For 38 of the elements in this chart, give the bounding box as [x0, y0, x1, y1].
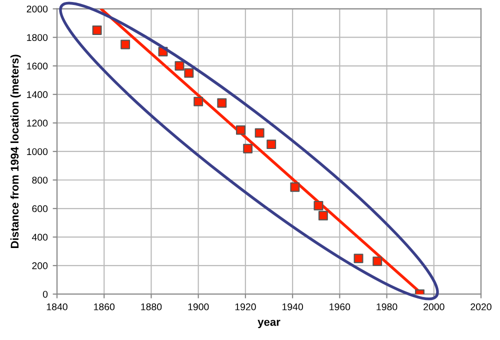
x-tick-label: 1860: [94, 303, 115, 310]
point: [354, 254, 364, 264]
y-tick-label: 1600: [27, 62, 48, 70]
y-tick-label: 2000: [26, 6, 48, 12]
y-tick-label: 600: [32, 205, 48, 212]
point: [266, 140, 276, 150]
y-tick-label: 1000: [27, 148, 48, 156]
point: [194, 96, 204, 106]
y-tick-label: 200: [32, 262, 48, 270]
y-axis-title: Distance from 1994 location (meters): [10, 54, 21, 248]
y-tick-label: 1200: [27, 120, 48, 127]
point: [92, 26, 102, 35]
x-tick-label: 1920: [235, 303, 256, 310]
y-tick-label: 1400: [27, 91, 48, 98]
x-tick-label: 2000: [424, 303, 444, 310]
point: [372, 256, 382, 266]
x-tick-label: 1900: [188, 303, 209, 310]
point: [174, 61, 184, 71]
x-axis-title: year: [258, 320, 280, 328]
x-tick-label: 1980: [376, 303, 398, 310]
point: [236, 125, 246, 135]
point: [254, 128, 264, 138]
point: [318, 210, 328, 220]
point: [120, 40, 130, 50]
x-tick-label: 1960: [330, 303, 350, 310]
y-tick-label: 400: [32, 234, 48, 241]
point: [217, 98, 227, 108]
y-tick-label: 1800: [27, 34, 48, 41]
point: [243, 144, 253, 154]
x-tick-label: 1880: [141, 303, 162, 310]
x-tick-label: 1940: [282, 303, 303, 310]
x-tick-label: 1840: [46, 303, 68, 310]
x-tick-label: 2020: [470, 303, 492, 310]
y-tick-label: 800: [32, 176, 48, 184]
point: [314, 200, 324, 210]
point: [290, 182, 300, 192]
y-tick-label: 0: [42, 290, 48, 298]
point: [184, 68, 194, 78]
